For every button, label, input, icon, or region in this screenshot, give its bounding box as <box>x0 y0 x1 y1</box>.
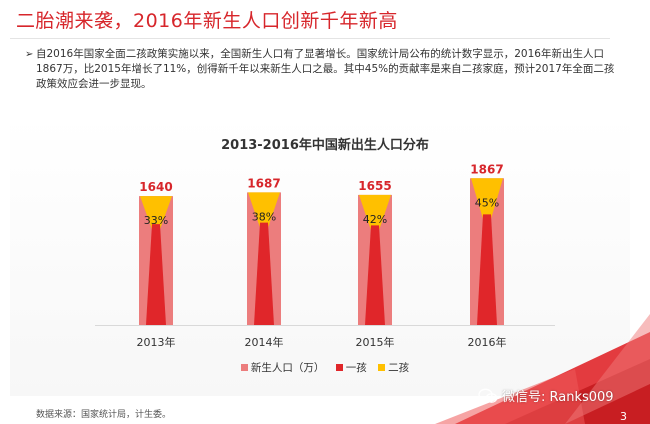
share-label-2: 42% <box>363 213 387 226</box>
second-child-mark-3 <box>471 178 503 223</box>
category-label-1: 2014年 <box>245 335 284 349</box>
share-label-1: 38% <box>252 210 276 223</box>
category-label-2: 2015年 <box>356 335 395 349</box>
legend-swatch-second <box>378 364 386 371</box>
category-label-0: 2013年 <box>137 335 176 349</box>
wechat-watermark: 微信号: Ranks009 <box>478 386 614 405</box>
second-child-mark-1 <box>248 192 280 231</box>
legend-item-total: 新生人口（万） <box>240 360 325 375</box>
total-label-1: 1687 <box>247 176 280 190</box>
first-child-mark-1 <box>254 222 274 325</box>
data-source: 数据来源：国家统计局，计生委。 <box>36 410 172 420</box>
title-divider <box>10 38 610 39</box>
corner-decoration <box>435 314 650 424</box>
legend-label-second: 二孩 <box>388 362 410 374</box>
legend-label-first: 一孩 <box>345 362 367 374</box>
page-number: 3 <box>620 410 627 423</box>
legend-item-second: 二孩 <box>378 360 409 375</box>
legend-swatch-total <box>240 364 248 371</box>
second-child-mark-2 <box>359 194 391 234</box>
legend-item-first: 一孩 <box>335 360 367 375</box>
first-child-mark-3 <box>477 214 497 325</box>
bullet-arrow-icon: ➢ <box>25 49 34 60</box>
bullet-text: 自2016年国家全面二孩政策实施以来，全国新生人口有了显著增长。国家统计局公布的… <box>36 48 615 90</box>
category-label-3: 2016年 <box>468 335 507 349</box>
total-label-2: 1655 <box>358 179 391 193</box>
chart-background <box>10 116 630 396</box>
second-child-mark-0 <box>140 196 172 233</box>
slide-title: 二胎潮来袭，2016年新生人口创新千年新高 <box>16 10 398 32</box>
chart-legend: 新生人口（万） 一孩 二孩 <box>0 360 650 375</box>
share-label-0: 33% <box>144 214 168 227</box>
legend-label-total: 新生人口（万） <box>250 362 325 374</box>
total-label-3: 1867 <box>470 162 503 176</box>
share-label-3: 45% <box>475 196 499 209</box>
chart-title: 2013-2016年中国新出生人口分布 <box>221 138 429 153</box>
first-child-mark-2 <box>365 225 385 325</box>
wechat-id: 微信号: Ranks009 <box>502 390 614 405</box>
total-label-0: 1640 <box>139 180 172 194</box>
first-child-mark-0 <box>146 224 166 325</box>
wechat-icon <box>478 388 498 403</box>
legend-swatch-first <box>335 364 343 371</box>
